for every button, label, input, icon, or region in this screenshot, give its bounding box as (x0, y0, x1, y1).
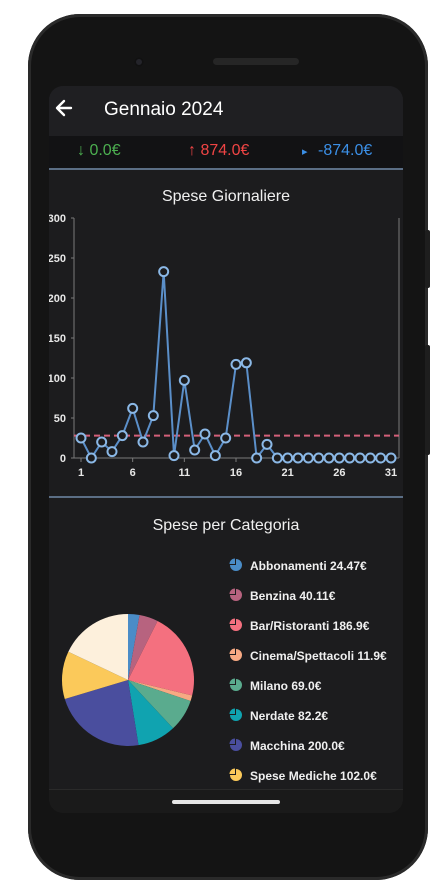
legend-label: Bar/Ristoranti 186.9€ (250, 619, 370, 633)
page-title: Gennaio 2024 (104, 99, 224, 120)
data-point (333, 452, 345, 464)
income-summary: ↓ 0.0€ (77, 142, 121, 160)
data-point (158, 266, 170, 278)
data-point (147, 410, 159, 422)
daily-chart-title: Spese Giornaliere (161, 188, 291, 205)
arrow-up-icon: ↑ (188, 142, 196, 159)
y-tick-label: 0 (60, 453, 66, 465)
data-point (127, 402, 139, 414)
pie-slice (128, 620, 194, 696)
pie-slice (128, 614, 140, 680)
data-point (292, 452, 304, 464)
data-point (313, 452, 325, 464)
data-point (240, 357, 252, 369)
category-pie-chart (62, 614, 194, 746)
pie-slice (128, 680, 191, 729)
system-nav-bar (49, 789, 403, 813)
x-tick-label: 6 (130, 467, 136, 478)
x-tick-label: 21 (282, 467, 294, 478)
data-point (220, 432, 232, 444)
divider (49, 168, 403, 170)
data-point (168, 450, 180, 462)
arrow-left-icon (55, 99, 73, 117)
balance-summary: ▸ -874.0€ (302, 142, 372, 160)
data-point (85, 452, 97, 464)
pie-slice (128, 615, 158, 680)
y-tick-label: 200 (49, 293, 66, 305)
pie-slice (64, 680, 139, 746)
legend-label: Spese Mediche 102.0€ (250, 769, 377, 783)
legend-label: Nerdate 82.2€ (250, 709, 329, 723)
x-tick-label: 11 (179, 467, 191, 478)
data-point (354, 452, 366, 464)
divider (49, 496, 403, 498)
legend-label: Milano 69.0€ (250, 679, 322, 693)
data-point (137, 436, 149, 448)
pie-slice (128, 680, 193, 701)
app-bar: Gennaio 2024 (49, 86, 403, 136)
data-point (261, 438, 273, 450)
y-tick-label: 250 (49, 253, 66, 265)
legend-label: Cinema/Spettacoli 11.9€ (250, 649, 387, 663)
data-point (189, 444, 201, 456)
volume-button (425, 345, 430, 455)
legend-label: Abbonamenti 24.47€ (250, 559, 367, 573)
earpiece-speaker (213, 58, 299, 65)
data-point (323, 452, 335, 464)
pie-icon (229, 588, 242, 601)
pie-slice (128, 680, 174, 746)
pie-icon (229, 708, 242, 721)
data-point (116, 430, 128, 442)
home-indicator[interactable] (172, 800, 280, 804)
y-tick-label: 50 (54, 413, 66, 425)
category-chart-title: Spese per Categoria (152, 517, 300, 534)
x-tick-label: 31 (385, 467, 397, 478)
y-tick-label: 150 (49, 333, 66, 345)
pie-icon (229, 678, 242, 691)
income-value: 0.0€ (89, 142, 121, 159)
data-point (96, 436, 108, 448)
arrow-down-icon: ↓ (77, 142, 85, 159)
data-point (302, 452, 314, 464)
x-tick-label: 26 (333, 467, 345, 478)
expense-value: 874.0€ (200, 142, 250, 159)
balance-value: -874.0€ (317, 142, 373, 159)
month-summary: ↓ 0.0€ ↑ 874.0€ ▸ -874.0€ (49, 136, 403, 168)
front-camera (134, 57, 144, 67)
legend-label: Benzina 40.11€ (250, 589, 336, 603)
data-point (375, 452, 387, 464)
x-tick-label: 1 (78, 467, 84, 478)
data-point (251, 452, 263, 464)
data-point (75, 432, 87, 444)
power-button (425, 230, 430, 288)
data-point (230, 358, 242, 370)
data-point (209, 450, 221, 462)
x-tick-label: 16 (230, 467, 242, 478)
data-point (271, 452, 283, 464)
y-tick-label: 300 (49, 213, 66, 225)
data-point (106, 446, 118, 458)
legend-label: Macchina 200.0€ (250, 739, 345, 753)
data-point (282, 452, 294, 464)
back-button[interactable] (54, 98, 74, 124)
pie-icon (229, 738, 242, 751)
data-point (364, 452, 376, 464)
pie-icon (229, 618, 242, 631)
expense-summary: ↑ 874.0€ (188, 142, 249, 160)
data-point (199, 428, 211, 440)
data-point (385, 452, 397, 464)
pie-icon (229, 648, 242, 661)
data-point (344, 452, 356, 464)
pie-icon (229, 768, 242, 781)
y-tick-label: 100 (49, 373, 66, 385)
pie-icon (229, 558, 242, 571)
pie-slice (68, 614, 128, 680)
pie-slice (62, 651, 128, 700)
data-point (178, 374, 190, 386)
play-icon: ▸ (302, 146, 308, 158)
app-screen: Gennaio 2024 ↓ 0.0€ ↑ 874.0€ ▸ -874.0€ S… (49, 86, 403, 813)
